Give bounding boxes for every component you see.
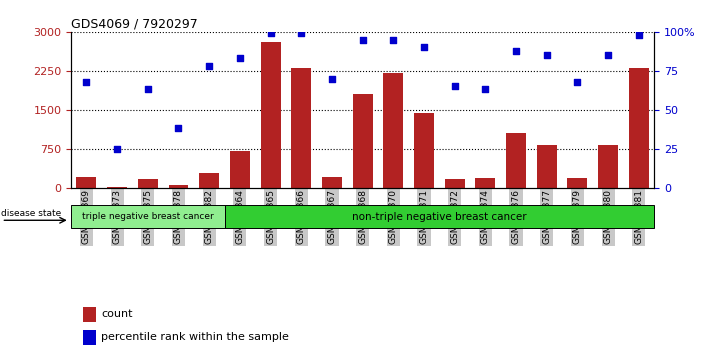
Text: percentile rank within the sample: percentile rank within the sample xyxy=(102,332,289,342)
Point xyxy=(387,37,399,42)
Text: GDS4069 / 7920297: GDS4069 / 7920297 xyxy=(71,18,198,31)
Point xyxy=(480,87,491,92)
Bar xyxy=(353,94,373,188)
Bar xyxy=(169,185,188,188)
Bar xyxy=(82,307,95,322)
Point xyxy=(418,45,429,50)
Text: disease state: disease state xyxy=(1,209,62,218)
Point xyxy=(265,30,277,36)
Bar xyxy=(537,144,557,188)
Text: triple negative breast cancer: triple negative breast cancer xyxy=(82,212,214,221)
Bar xyxy=(567,178,587,188)
Bar xyxy=(506,133,526,188)
Bar xyxy=(414,113,434,188)
Bar xyxy=(107,187,127,188)
Text: count: count xyxy=(102,309,133,319)
Bar xyxy=(292,68,311,188)
Point xyxy=(357,37,368,42)
Bar xyxy=(82,330,95,344)
Point xyxy=(541,52,552,58)
Bar xyxy=(629,68,648,188)
Bar xyxy=(476,178,496,188)
Point xyxy=(449,84,460,89)
Bar xyxy=(444,178,465,188)
Bar xyxy=(225,205,654,228)
Point xyxy=(326,76,338,81)
Point xyxy=(81,79,92,85)
Point xyxy=(296,30,307,36)
Point xyxy=(234,56,245,61)
Bar xyxy=(199,173,219,188)
Bar xyxy=(598,144,618,188)
Bar xyxy=(260,42,281,188)
Bar xyxy=(230,151,250,188)
Bar xyxy=(71,205,225,228)
Bar xyxy=(77,177,97,188)
Text: non-triple negative breast cancer: non-triple negative breast cancer xyxy=(352,212,527,222)
Bar xyxy=(82,319,93,322)
Point xyxy=(510,48,522,53)
Point xyxy=(142,87,154,92)
Bar xyxy=(383,73,403,188)
Point xyxy=(112,146,123,152)
Point xyxy=(203,63,215,69)
Point xyxy=(572,79,583,85)
Bar xyxy=(322,177,342,188)
Point xyxy=(602,52,614,58)
Bar xyxy=(138,178,158,188)
Point xyxy=(633,32,644,38)
Point xyxy=(173,126,184,131)
